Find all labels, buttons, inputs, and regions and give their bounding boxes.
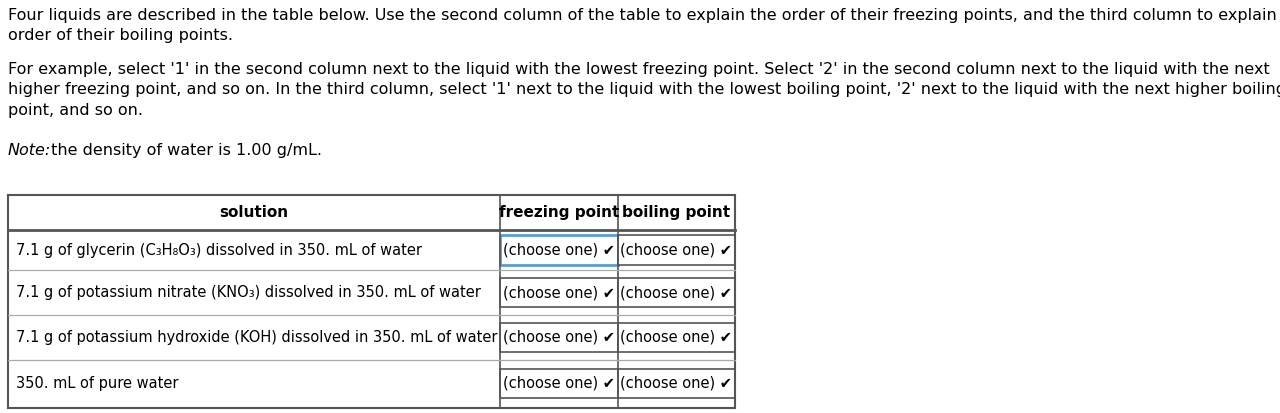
Text: Four liquids are described in the table below. Use the second column of the tabl: Four liquids are described in the table … (8, 8, 1280, 43)
Text: 7.1 g of potassium nitrate (KNO₃) dissolved in 350. mL of water: 7.1 g of potassium nitrate (KNO₃) dissol… (15, 285, 480, 300)
Text: (choose one) ✔: (choose one) ✔ (621, 285, 732, 300)
Text: (choose one) ✔: (choose one) ✔ (503, 330, 614, 345)
Text: the density of water is 1.00 g/mL.: the density of water is 1.00 g/mL. (46, 143, 323, 158)
Text: (choose one) ✔: (choose one) ✔ (621, 330, 732, 345)
Text: freezing point: freezing point (499, 205, 620, 220)
Text: 350. mL of pure water: 350. mL of pure water (15, 376, 178, 391)
Text: Note:: Note: (8, 143, 51, 158)
Text: 7.1 g of glycerin (C₃H₈O₃) dissolved in 350. mL of water: 7.1 g of glycerin (C₃H₈O₃) dissolved in … (15, 242, 421, 257)
Text: solution: solution (219, 205, 288, 220)
Text: boiling point: boiling point (622, 205, 731, 220)
Text: For example, select '1' in the second column next to the liquid with the lowest : For example, select '1' in the second co… (8, 62, 1280, 118)
Text: (choose one) ✔: (choose one) ✔ (503, 242, 614, 257)
Text: 7.1 g of potassium hydroxide (KOH) dissolved in 350. mL of water: 7.1 g of potassium hydroxide (KOH) disso… (15, 330, 497, 345)
Text: (choose one) ✔: (choose one) ✔ (503, 285, 614, 300)
Text: (choose one) ✔: (choose one) ✔ (621, 376, 732, 391)
Text: (choose one) ✔: (choose one) ✔ (621, 242, 732, 257)
Text: (choose one) ✔: (choose one) ✔ (503, 376, 614, 391)
